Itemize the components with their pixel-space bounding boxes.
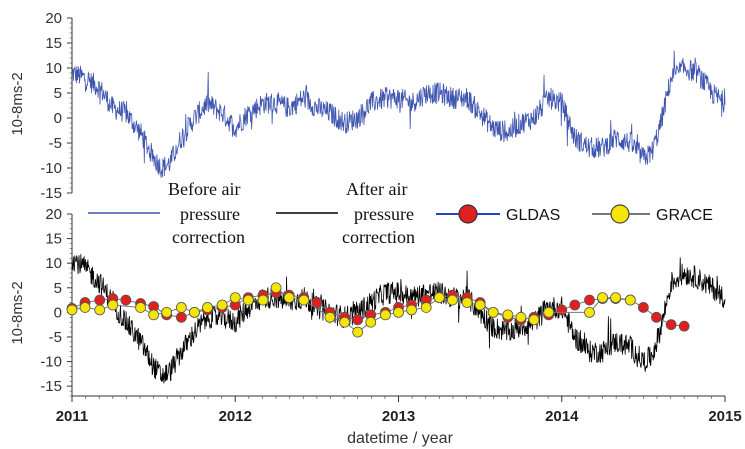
grace-point [135, 302, 146, 313]
bottom-yaxis-ticks: 20 15 10 5 0 -5 -10 -15 [40, 206, 72, 397]
grace-point [148, 309, 160, 321]
grace-point [406, 304, 417, 316]
bottom-xaxis-ticks: 2011 2012 2013 2014 2015 [56, 396, 742, 425]
grace-point [597, 292, 608, 304]
grace-point [420, 302, 432, 313]
grace-point [324, 311, 336, 323]
top-ylabel: 10-8ms-2 [9, 72, 26, 135]
top-ytick-label: 5 [54, 85, 62, 102]
gldas-point [637, 302, 649, 313]
bottom-xtick-label: 2015 [708, 408, 741, 425]
legend-before-label-line2: pressure [180, 204, 240, 224]
gldas-point [175, 311, 187, 323]
grace-point [175, 302, 187, 313]
grace-point [446, 294, 458, 306]
series-after-correction-line [71, 254, 726, 384]
grace-point [270, 282, 282, 294]
gldas-point [352, 314, 364, 326]
bottom-ytick-label: 5 [54, 280, 62, 297]
legend-gldas-label: GLDAS [506, 207, 560, 224]
grace-point [94, 304, 106, 316]
gldas-point [556, 304, 568, 316]
gldas-point [651, 311, 662, 323]
bottom-ytick-label: 0 [54, 304, 62, 321]
bottom-ytick-label: 10 [45, 255, 62, 272]
bottom-ytick-label: 15 [45, 231, 62, 248]
top-yaxis-ticks: 20 15 10 5 0 -5 -10 -15 [40, 10, 72, 202]
top-ytick-label: -5 [49, 135, 62, 152]
gldas-connector [71, 292, 685, 327]
series-before-correction-line [71, 50, 726, 178]
grace-point [610, 292, 622, 304]
bottom-xtick-label: 2013 [382, 408, 415, 425]
gldas-point [584, 294, 595, 306]
grace-point [380, 309, 391, 321]
gldas-point [94, 294, 106, 306]
legend-gldas-marker [458, 204, 478, 224]
top-ytick-label: 15 [45, 35, 62, 52]
bottom-series-group [66, 254, 726, 384]
grace-point [257, 294, 269, 306]
grace-point [543, 306, 555, 318]
grace-point [66, 304, 78, 316]
grace-point [393, 306, 404, 318]
gldas-point [678, 320, 690, 332]
grace-point [433, 292, 445, 304]
grace-point [624, 294, 636, 306]
grace-point [515, 311, 527, 323]
legend-before-label-line1: Before air [168, 179, 240, 199]
bottom-ytick-label: -5 [49, 329, 62, 346]
grace-point [339, 316, 351, 328]
top-ytick-label: 20 [45, 10, 62, 27]
grace-point [298, 294, 310, 306]
legend: Before air pressure correction After air… [88, 179, 713, 247]
top-series-group [71, 50, 726, 178]
bottom-ytick-label: 20 [45, 206, 62, 223]
legend-after-label-line2: pressure [354, 204, 414, 224]
legend-after-label-line1: After air [346, 179, 407, 199]
bottom-xtick-label: 2014 [545, 408, 579, 425]
grace-point [107, 299, 119, 311]
legend-grace-marker [610, 204, 630, 224]
top-ytick-label: -10 [40, 160, 62, 177]
top-ytick-label: 10 [45, 60, 62, 77]
grace-point [283, 292, 295, 304]
bottom-xtick-label: 2012 [219, 408, 252, 425]
grace-point [584, 306, 595, 318]
legend-after-label-line3b: correction [342, 227, 415, 247]
grace-point [189, 306, 200, 318]
grace-point [461, 297, 473, 308]
bottom-ylabel: 10-8ms-2 [9, 281, 26, 344]
grace-point [474, 299, 486, 311]
grace-point [502, 309, 514, 321]
gldas-point [311, 297, 323, 308]
grace-point [202, 302, 213, 313]
bottom-ytick-label: -10 [40, 354, 62, 371]
legend-grace-label: GRACE [656, 207, 713, 224]
top-panel: 10-8ms-2 20 15 10 5 0 -5 -10 -15 [9, 10, 726, 202]
bottom-ytick-label: -15 [40, 378, 62, 395]
grace-point [79, 302, 91, 313]
gldas-point [665, 319, 677, 331]
top-ytick-label: 0 [54, 110, 62, 127]
grace-point [161, 306, 173, 318]
grace-point [216, 299, 228, 311]
gldas-point [569, 299, 581, 311]
bottom-xtick-label: 2011 [56, 408, 89, 425]
bottom-xlabel: datetime / year [347, 430, 454, 447]
legend-before-label-line3: correction [172, 227, 245, 247]
gldas-point [120, 294, 132, 306]
grace-point [487, 306, 499, 318]
grace-point [365, 316, 377, 328]
grace-point [528, 314, 540, 326]
grace-point [352, 326, 364, 338]
grace-point [242, 294, 254, 306]
top-ytick-label: -15 [40, 185, 62, 202]
grace-point [229, 292, 241, 304]
